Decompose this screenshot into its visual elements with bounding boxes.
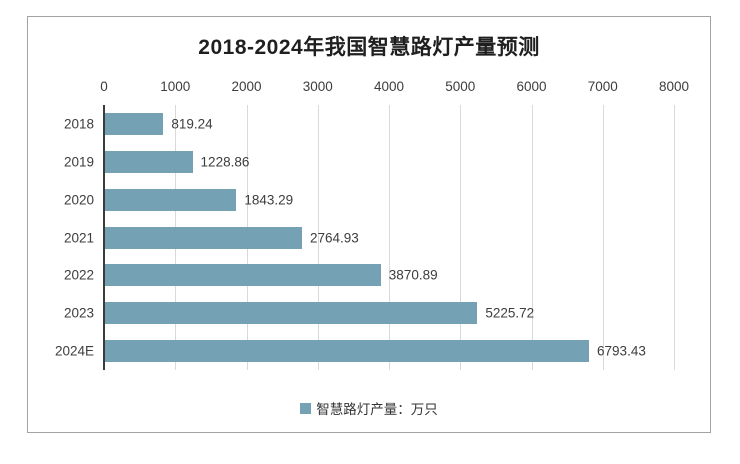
bar: [105, 340, 590, 363]
x-axis-tick-label: 5000: [445, 79, 476, 94]
x-axis-tick-label: 4000: [373, 79, 405, 94]
value-label: 5225.72: [485, 305, 535, 321]
gridline: [389, 105, 390, 370]
bar: [105, 302, 478, 325]
value-label: 2764.93: [310, 230, 359, 245]
x-axis-tick-label: 1000: [160, 79, 191, 94]
value-label: 1843.29: [244, 192, 294, 208]
x-axis-tick-label: 7000: [587, 79, 618, 94]
legend-label: 智慧路灯产量：万只: [316, 402, 438, 417]
x-axis-tick-label: 2000: [231, 79, 262, 94]
y-axis-label: 2024E: [54, 343, 94, 359]
x-axis-tick-label: 0: [100, 79, 108, 94]
y-axis-line: [103, 105, 105, 370]
y-axis-label: 2019: [63, 154, 94, 170]
gridline: [602, 105, 604, 370]
bar: [105, 264, 381, 287]
y-axis-label: 2021: [63, 230, 94, 245]
bar: [105, 150, 193, 173]
x-axis-tick-label: 8000: [658, 79, 690, 94]
gridline: [531, 105, 533, 370]
y-axis-label: 2023: [63, 305, 94, 321]
chart-title: 2018-2024年我国智慧路灯产量预测: [198, 36, 540, 59]
bar: [105, 188, 237, 211]
gridline: [674, 105, 675, 370]
x-axis-tick-label: 3000: [302, 79, 333, 94]
y-axis-label: 2022: [63, 267, 94, 283]
y-axis-label: 2018: [63, 116, 94, 132]
value-label: 6793.43: [597, 343, 646, 359]
value-label: 819.24: [171, 116, 213, 132]
bar: [105, 226, 302, 249]
legend-marker-icon: [300, 402, 312, 414]
bar: [105, 112, 164, 135]
value-label: 1228.86: [200, 154, 250, 170]
y-axis-label: 2020: [63, 192, 94, 208]
x-axis-tick-label: 6000: [516, 79, 547, 94]
chart-container: 2018-2024年我国智慧路灯产量预测 0 1000 2000 3000 4000 50…: [27, 16, 711, 433]
legend: 智慧路灯产量：万只: [28, 398, 710, 418]
value-label: 3870.89: [388, 267, 438, 283]
gridline: [460, 105, 462, 370]
gridline: [317, 105, 319, 370]
